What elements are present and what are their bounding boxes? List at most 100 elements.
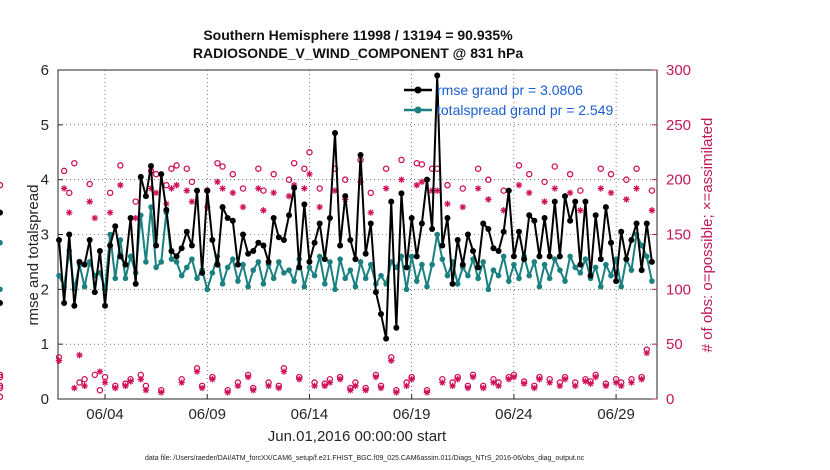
y-right-tick-label: 100 bbox=[666, 281, 691, 298]
rmse-point bbox=[0, 300, 3, 307]
obs-assimilated-point bbox=[76, 351, 83, 359]
totalspread-point bbox=[505, 278, 512, 284]
rmse-point bbox=[204, 187, 211, 194]
obs-assimilated-point bbox=[224, 389, 231, 396]
rmse-point bbox=[413, 253, 420, 260]
obs-assimilated-point bbox=[96, 368, 104, 375]
obs-assimilated-point bbox=[388, 357, 395, 364]
obs-assimilated-point bbox=[183, 187, 190, 194]
obs-assimilated-point bbox=[219, 185, 226, 192]
obs-assimilated-point bbox=[439, 379, 446, 386]
obs-possible-point bbox=[290, 159, 298, 167]
totalspread-point bbox=[516, 275, 522, 282]
totalspread-point bbox=[536, 283, 543, 290]
obs-possible-point bbox=[0, 382, 4, 390]
obs-assimilated-point bbox=[403, 382, 410, 390]
obs-possible-point bbox=[0, 384, 4, 392]
rmse-point bbox=[219, 204, 226, 211]
rmse-point bbox=[536, 253, 543, 260]
totalspread-point bbox=[327, 259, 333, 265]
obs-assimilated-point bbox=[214, 178, 221, 186]
obs-possible-point bbox=[444, 181, 451, 189]
rmse-point bbox=[347, 236, 354, 243]
obs-assimilated-point bbox=[454, 376, 461, 383]
chart-title: Southern Hemisphere 11998 / 13194 = 90.9… bbox=[203, 27, 513, 43]
rmse-point bbox=[643, 220, 650, 227]
totalspread-point bbox=[643, 253, 650, 260]
legend-spread-label: totalspread grand pr = 2.549 bbox=[437, 102, 614, 118]
totalspread-point bbox=[511, 261, 517, 268]
rmse-point bbox=[444, 215, 451, 222]
obs-possible-point bbox=[96, 386, 104, 394]
obs-assimilated-point bbox=[505, 376, 512, 383]
obs-possible-point bbox=[214, 159, 221, 167]
totalspread-point bbox=[153, 264, 159, 271]
rmse-point bbox=[648, 258, 655, 265]
obs-assimilated-point bbox=[495, 382, 502, 390]
obs-assimilated-point bbox=[112, 384, 119, 392]
rmse-point bbox=[628, 236, 635, 243]
rmse-point bbox=[480, 220, 487, 227]
rmse-point bbox=[439, 242, 446, 249]
totalspread-point bbox=[557, 267, 563, 273]
rmse-point bbox=[306, 258, 313, 265]
obs-possible-point bbox=[71, 159, 78, 167]
rmse-point bbox=[214, 261, 221, 268]
totalspread-point bbox=[337, 256, 343, 262]
obs-assimilated-point bbox=[234, 382, 242, 390]
totalspread-point bbox=[408, 253, 415, 260]
obs-assimilated-point bbox=[551, 185, 558, 192]
totalspread-point bbox=[608, 272, 614, 279]
obs-possible-point bbox=[597, 165, 605, 172]
totalspread-point bbox=[378, 272, 384, 279]
totalspread-point bbox=[546, 275, 553, 282]
obs-possible-point bbox=[0, 181, 4, 189]
rmse-point bbox=[66, 231, 73, 238]
totalspread-point bbox=[112, 275, 119, 282]
obs-assimilated-point bbox=[158, 389, 165, 396]
obs-assimilated-point bbox=[122, 382, 129, 390]
rmse-point bbox=[91, 289, 98, 296]
obs-possible-point bbox=[76, 379, 83, 386]
rmse-point bbox=[183, 228, 190, 235]
obs-assimilated-point bbox=[618, 382, 625, 390]
totalspread-point bbox=[275, 259, 282, 265]
totalspread-point bbox=[567, 253, 573, 260]
obs-assimilated-point bbox=[469, 373, 477, 381]
y-tick-label: 2 bbox=[41, 281, 49, 298]
obs-assimilated-point bbox=[204, 203, 211, 211]
totalspread-point bbox=[219, 281, 226, 287]
totalspread-point bbox=[490, 267, 497, 273]
rmse-point bbox=[403, 264, 410, 271]
obs-assimilated-series bbox=[56, 171, 656, 396]
chart-subtitle: RADIOSONDE_V_WIND_COMPONENT @ 831 hPa bbox=[193, 45, 523, 61]
obs-possible-point bbox=[260, 187, 267, 194]
totalspread-point bbox=[245, 283, 251, 290]
rmse-point bbox=[71, 302, 78, 309]
rmse-point bbox=[153, 242, 160, 249]
rmse-point bbox=[260, 242, 267, 249]
obs-possible-point bbox=[0, 373, 4, 381]
totalspread-point bbox=[480, 259, 487, 265]
rmse-point bbox=[270, 215, 277, 222]
totalspread-point bbox=[229, 256, 236, 262]
totalspread-point bbox=[127, 253, 134, 260]
rmse-point bbox=[96, 247, 103, 254]
x-axis-label: Jun.01,2016 00:00:00 start bbox=[268, 428, 447, 445]
obs-assimilated-point bbox=[229, 189, 236, 197]
obs-assimilated-point bbox=[101, 379, 109, 386]
obs-assimilated-point bbox=[362, 387, 369, 394]
obs-possible-point bbox=[485, 176, 492, 183]
obs-assimilated-point bbox=[311, 382, 318, 390]
legend: rmse grand pr = 3.0806 totalspread grand… bbox=[404, 82, 614, 118]
plot-area bbox=[0, 70, 658, 401]
obs-possible-point bbox=[316, 185, 323, 192]
obs-possible-point bbox=[525, 170, 533, 178]
rmse-point bbox=[76, 258, 83, 265]
totalspread-point bbox=[439, 256, 446, 262]
obs-assimilated-point bbox=[60, 185, 68, 192]
rmse-point bbox=[618, 228, 625, 235]
rmse-point bbox=[500, 228, 507, 235]
rmse-point bbox=[490, 245, 497, 252]
obs-possible-point bbox=[106, 189, 114, 197]
